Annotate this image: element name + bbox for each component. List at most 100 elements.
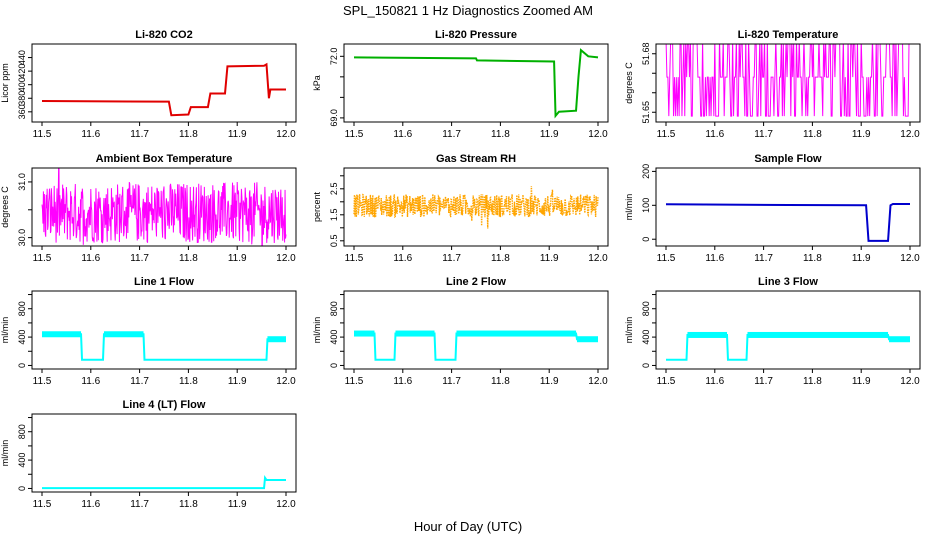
y-tick-label: 0.5 bbox=[329, 235, 339, 248]
y-tick-label: 360 bbox=[17, 104, 27, 119]
y-tick-label: 380 bbox=[17, 91, 27, 106]
panel-4: Gas Stream RH percent 11.5 11.6 11.7 11.8 11.9… bbox=[312, 153, 609, 264]
y-tick-label: 69.0 bbox=[329, 109, 339, 127]
plot-frame bbox=[343, 167, 609, 247]
plot-frame bbox=[31, 167, 297, 247]
y-tick-label: 0 bbox=[641, 363, 651, 368]
plot-area bbox=[41, 168, 287, 246]
panel-9: Line 4 (LT) Flow ml/min 11.5 11.6 11.7 11.8 11… bbox=[0, 399, 297, 510]
x-tick-label: 11.6 bbox=[705, 376, 724, 387]
series-line bbox=[41, 62, 286, 117]
x-tick-label: 11.8 bbox=[491, 376, 510, 387]
panel-title: Gas Stream RH bbox=[436, 153, 516, 165]
series-band bbox=[395, 330, 435, 337]
x-tick-label: 11.5 bbox=[33, 499, 52, 510]
panel-3: Ambient Box Temperature degrees C 11.5 11.6… bbox=[0, 153, 297, 264]
panel-title: Line 4 (LT) Flow bbox=[123, 399, 206, 411]
series-band bbox=[577, 336, 598, 343]
panel-ylabel: ml/min bbox=[0, 317, 10, 344]
x-tick-label: 11.5 bbox=[345, 253, 364, 264]
plot-area bbox=[42, 474, 286, 490]
y-tick-label: 1.5 bbox=[329, 209, 339, 222]
x-tick-label: 11.5 bbox=[657, 129, 676, 140]
x-tick-label: 12.0 bbox=[900, 129, 920, 140]
plot-frame bbox=[31, 413, 297, 493]
x-tick-label: 12.0 bbox=[276, 129, 296, 140]
plot-area bbox=[42, 331, 286, 361]
plot-frame bbox=[343, 43, 609, 123]
series-band bbox=[747, 331, 889, 338]
series-line bbox=[665, 44, 910, 117]
plot-area bbox=[353, 186, 599, 229]
panel-ylabel: degrees C bbox=[624, 62, 634, 104]
x-tick-label: 12.0 bbox=[588, 129, 608, 140]
x-tick-label: 11.8 bbox=[491, 129, 510, 140]
x-tick-label: 11.9 bbox=[228, 253, 247, 264]
y-tick-label: 51.68 bbox=[641, 42, 651, 65]
x-tick-label: 11.7 bbox=[130, 129, 149, 140]
x-tick-label: 11.8 bbox=[803, 253, 822, 264]
panel-title: Line 2 Flow bbox=[446, 276, 506, 288]
figure-title: SPL_150821 1 Hz Diagnostics Zoomed AM bbox=[343, 3, 593, 18]
series-line bbox=[353, 186, 599, 229]
x-tick-label: 11.7 bbox=[130, 253, 149, 264]
plot-frame bbox=[31, 290, 297, 370]
series-band bbox=[354, 330, 375, 337]
y-tick-label: 30.0 bbox=[17, 229, 27, 247]
x-tick-label: 12.0 bbox=[588, 253, 608, 264]
y-tick-label: 0 bbox=[17, 363, 27, 368]
x-tick-label: 11.7 bbox=[442, 129, 461, 140]
panel-1: Li-820 Pressure kPa 11.5 11.6 11.7 11.8 11.9 12… bbox=[312, 29, 609, 140]
panel-7: Line 2 Flow ml/min 11.5 11.6 11.7 11.8 11.9 12.… bbox=[312, 276, 609, 387]
x-tick-label: 11.9 bbox=[228, 376, 247, 387]
panel-title: Ambient Box Temperature bbox=[96, 153, 233, 165]
x-tick-label: 11.7 bbox=[442, 376, 461, 387]
y-tick-label: 51.65 bbox=[641, 101, 651, 124]
series-line bbox=[666, 333, 910, 361]
series-band bbox=[267, 336, 286, 343]
panel-5: Sample Flow ml/min 11.5 11.6 11.7 11.8 11.9 12.… bbox=[624, 153, 921, 264]
x-tick-label: 11.6 bbox=[393, 129, 412, 140]
x-tick-label: 12.0 bbox=[276, 499, 296, 510]
y-tick-label: 0 bbox=[641, 237, 651, 242]
series-line bbox=[42, 333, 286, 361]
panel-8: Line 3 Flow ml/min 11.5 11.6 11.7 11.8 11.9 12.… bbox=[624, 276, 921, 387]
series-band bbox=[42, 331, 82, 338]
plot-area bbox=[354, 330, 598, 361]
series-line bbox=[354, 332, 598, 361]
x-tick-label: 11.6 bbox=[81, 129, 100, 140]
plot-frame bbox=[655, 167, 921, 247]
x-tick-label: 11.5 bbox=[33, 129, 52, 140]
x-tick-label: 11.9 bbox=[852, 376, 871, 387]
y-tick-label: 2.5 bbox=[329, 183, 339, 196]
x-tick-label: 11.8 bbox=[179, 129, 198, 140]
x-tick-label: 11.8 bbox=[179, 499, 198, 510]
x-tick-label: 11.7 bbox=[754, 376, 773, 387]
plot-area bbox=[353, 48, 599, 119]
panel-ylabel: ml/min bbox=[0, 440, 10, 467]
y-tick-label: 72.0 bbox=[329, 48, 339, 66]
plot-frame bbox=[343, 290, 609, 370]
y-tick-label: 400 bbox=[17, 330, 27, 345]
x-tick-label: 11.7 bbox=[130, 376, 149, 387]
panel-ylabel: ml/min bbox=[624, 194, 634, 221]
panel-title: Sample Flow bbox=[754, 153, 822, 165]
x-tick-label: 11.5 bbox=[657, 253, 676, 264]
panel-ylabel: degrees C bbox=[0, 186, 10, 228]
plot-frame bbox=[655, 290, 921, 370]
panel-title: Li-820 Pressure bbox=[435, 29, 517, 41]
y-tick-label: 0 bbox=[329, 363, 339, 368]
x-tick-label: 11.9 bbox=[852, 253, 871, 264]
series-line bbox=[353, 48, 599, 119]
x-tick-label: 11.6 bbox=[705, 129, 724, 140]
x-tick-label: 12.0 bbox=[900, 253, 920, 264]
x-tick-label: 11.6 bbox=[81, 376, 100, 387]
panel-title: Li-820 Temperature bbox=[738, 29, 839, 41]
y-tick-label: 440 bbox=[17, 50, 27, 65]
plot-area bbox=[665, 202, 910, 242]
x-tick-label: 11.5 bbox=[33, 253, 52, 264]
panel-ylabel: ml/min bbox=[312, 317, 322, 344]
figure-xlabel: Hour of Day (UTC) bbox=[414, 519, 522, 534]
plot-frame bbox=[31, 43, 297, 123]
